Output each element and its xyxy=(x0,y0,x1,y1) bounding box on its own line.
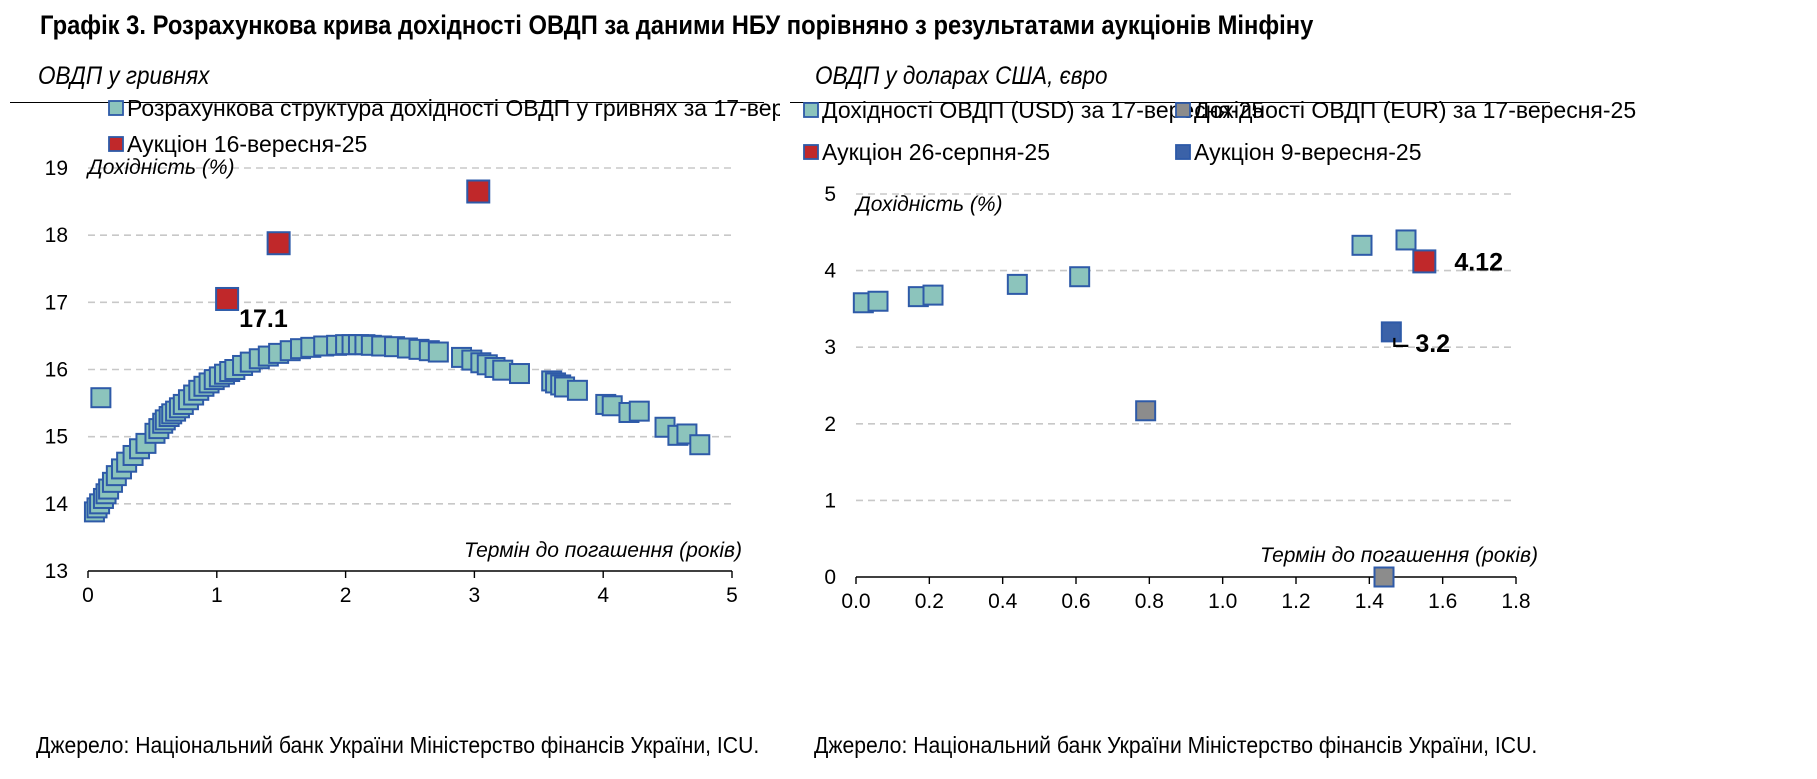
x-tick-label: 0.6 xyxy=(1061,590,1090,613)
data-label: 17.1 xyxy=(239,305,288,333)
x-tick-label: 1.2 xyxy=(1281,590,1310,613)
y-axis-label: Дохідність (%) xyxy=(86,156,235,179)
y-tick-label: 0 xyxy=(824,566,836,589)
y-tick-label: 2 xyxy=(824,413,836,436)
data-point-red xyxy=(466,179,491,204)
x-tick-label: 3 xyxy=(469,584,481,607)
legend-entry: Аукціон 9-вересня-25 xyxy=(1194,139,1422,165)
y-tick-label: 1 xyxy=(824,489,836,512)
left-source-note: Джерело: Національний банк України Мініс… xyxy=(36,732,760,758)
right-panel-title: ОВДП у доларах США, євро xyxy=(815,62,1108,90)
legend-swatch xyxy=(803,144,819,160)
legend-entry: Аукціон 16-вересня-25 xyxy=(127,131,367,157)
legend-entry: Дохідності ОВДП (EUR) за 17-вересня-25 xyxy=(1194,97,1636,123)
data-point-teal xyxy=(566,379,588,401)
y-tick-label: 17 xyxy=(45,291,68,314)
x-tick-label: 0.2 xyxy=(915,590,944,613)
data-point-red xyxy=(215,286,240,311)
x-tick-label: 0.8 xyxy=(1135,590,1164,613)
x-tick-label: 1 xyxy=(211,584,223,607)
right-panel-rule xyxy=(790,102,1550,103)
data-point-blue xyxy=(1380,321,1402,343)
legend-swatch xyxy=(803,102,819,118)
y-tick-label: 19 xyxy=(45,157,68,180)
data-point-teal xyxy=(1395,229,1417,251)
y-tick-label: 18 xyxy=(45,224,68,247)
legend-swatch xyxy=(1175,144,1191,160)
legend-swatch xyxy=(108,136,124,152)
x-tick-label: 0.0 xyxy=(841,590,870,613)
y-tick-label: 13 xyxy=(45,560,68,583)
x-tick-label: 1.0 xyxy=(1208,590,1237,613)
x-tick-label: 1.6 xyxy=(1428,590,1457,613)
y-tick-label: 16 xyxy=(45,359,68,382)
legend-entry: Розрахункова структура дохідності ОВДП у… xyxy=(127,95,780,121)
y-tick-label: 15 xyxy=(45,426,68,449)
legend-swatch xyxy=(1175,102,1191,118)
left-panel-title: ОВДП у гривнях xyxy=(38,62,210,90)
x-tick-label: 0 xyxy=(82,584,94,607)
x-tick-label: 0.4 xyxy=(988,590,1018,613)
y-tick-label: 3 xyxy=(824,336,836,359)
x-tick-label: 1.8 xyxy=(1501,590,1530,613)
data-point-teal xyxy=(1069,266,1091,288)
data-label: 4.12 xyxy=(1454,248,1503,276)
x-tick-label: 4 xyxy=(597,584,609,607)
data-point-red xyxy=(1412,249,1437,274)
data-point-teal xyxy=(628,400,650,422)
y-tick-label: 14 xyxy=(45,493,69,516)
y-axis-label: Дохідність (%) xyxy=(854,193,1003,216)
x-tick-label: 2 xyxy=(340,584,352,607)
data-point-teal xyxy=(867,290,889,312)
uah-yield-chart: 13 14 15 16 17 18 19 0 1 2 3 4 5 Дохідність (%) Термін… xyxy=(45,95,780,607)
data-point-gray xyxy=(1135,400,1157,422)
x-tick-label: 5 xyxy=(726,584,738,607)
data-point-teal xyxy=(1006,273,1028,295)
data-point-gray xyxy=(1373,566,1395,588)
x-axis-label: Термін до погашення (років) xyxy=(464,539,742,562)
figure-title: Графік 3. Розрахункова крива дохідності … xyxy=(40,10,1314,40)
data-label-leader xyxy=(1393,337,1409,347)
right-source-note: Джерело: Національний банк України Мініс… xyxy=(814,732,1538,758)
legend-swatch xyxy=(108,100,124,116)
data-point-red xyxy=(266,231,291,256)
data-point-teal xyxy=(508,363,530,385)
data-point-teal xyxy=(427,341,449,363)
data-label: 3.2 xyxy=(1415,330,1450,358)
data-point-teal xyxy=(922,284,944,306)
left-panel-rule xyxy=(10,102,764,103)
x-tick-label: 1.4 xyxy=(1355,590,1385,613)
data-point-teal xyxy=(689,434,711,456)
data-point-teal xyxy=(90,387,112,409)
legend-entry: Аукціон 26-серпня-25 xyxy=(822,139,1050,165)
data-point-teal xyxy=(1351,234,1373,256)
y-tick-label: 5 xyxy=(824,183,836,206)
x-axis-label: Термін до погашення (років) xyxy=(1260,544,1538,567)
y-tick-label: 4 xyxy=(824,260,836,283)
